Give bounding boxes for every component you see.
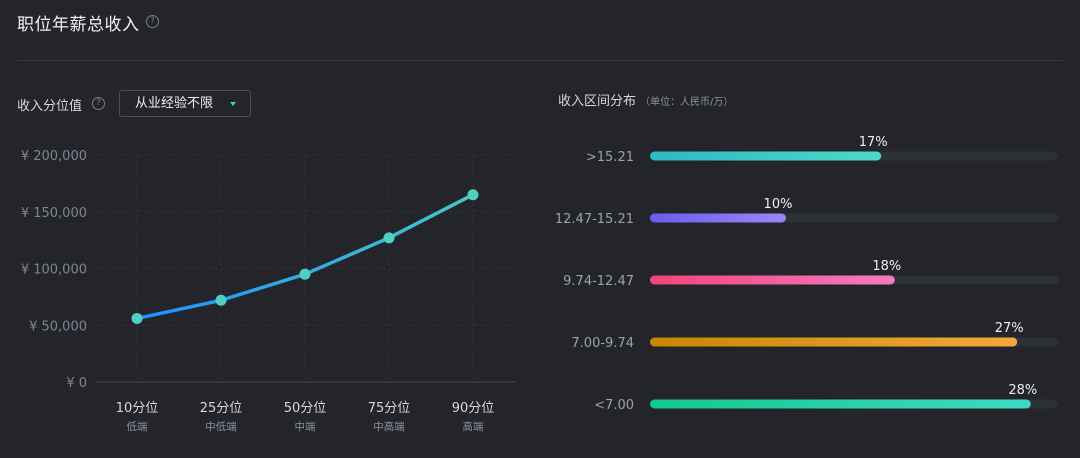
income-distribution-bar-chart: >15.21 17% 12.47-15.21 10% 9.74-12.47 18% 7.00… [555, 135, 1058, 413]
page-title: 职位年薪总收入 [17, 15, 140, 35]
y-tick-label: ¥ 150,000 [21, 206, 87, 221]
bar-value-label: 17% [859, 135, 888, 150]
y-tick-label: ¥ 0 [66, 376, 87, 391]
bar-value-label: 27% [995, 321, 1024, 336]
x-tick-sublabel: 中端 [295, 420, 316, 433]
percentile-section-label: 收入分位值 [17, 99, 83, 114]
x-tick-sublabel: 低端 [127, 420, 148, 433]
bar[interactable] [650, 275, 895, 285]
bar-value-label: 28% [1008, 383, 1037, 398]
bar[interactable] [650, 151, 882, 161]
bar-category-label: >15.21 [586, 150, 634, 165]
experience-dropdown[interactable]: 从业经验不限 [119, 90, 251, 117]
x-tick-label: 90分位 [452, 401, 495, 416]
x-tick-sublabel: 中高端 [373, 420, 405, 433]
data-point[interactable] [383, 232, 395, 244]
chevron-down-icon [230, 102, 236, 106]
x-tick-label: 50分位 [284, 401, 327, 416]
x-tick-label: 75分位 [368, 401, 411, 416]
x-tick-label: 25分位 [200, 401, 243, 416]
bar[interactable] [650, 399, 1031, 409]
help-icon[interactable]: ? [146, 15, 159, 28]
data-point[interactable] [467, 189, 479, 201]
bar-category-label: 9.74-12.47 [563, 274, 634, 289]
data-point[interactable] [131, 312, 143, 324]
x-tick-label: 10分位 [116, 401, 159, 416]
y-tick-label: ¥ 200,000 [21, 149, 87, 164]
bar-value-label: 18% [872, 259, 901, 274]
data-point[interactable] [215, 294, 227, 306]
distribution-unit: （单位：人民币/万） [640, 97, 734, 108]
bar-value-label: 10% [764, 197, 793, 212]
x-tick-sublabel: 高端 [463, 420, 484, 433]
bar-category-label: 7.00-9.74 [571, 336, 634, 351]
bar[interactable] [650, 337, 1018, 347]
bar[interactable] [650, 213, 786, 223]
y-tick-label: ¥ 50,000 [29, 319, 87, 334]
distribution-section-label: 收入区间分布 [558, 94, 637, 109]
help-icon[interactable]: ? [92, 97, 105, 110]
dropdown-value: 从业经验不限 [135, 96, 214, 111]
data-point[interactable] [299, 268, 311, 280]
y-tick-label: ¥ 100,000 [21, 263, 87, 278]
x-tick-sublabel: 中低端 [205, 420, 237, 433]
bar-category-label: 12.47-15.21 [555, 212, 634, 227]
percentile-line-chart: ¥ 0 ¥ 50,000 ¥ 100,000 ¥ 150,000 ¥ 200,000 10… [21, 149, 515, 433]
header-divider [17, 60, 1063, 61]
bar-category-label: <7.00 [594, 398, 634, 413]
